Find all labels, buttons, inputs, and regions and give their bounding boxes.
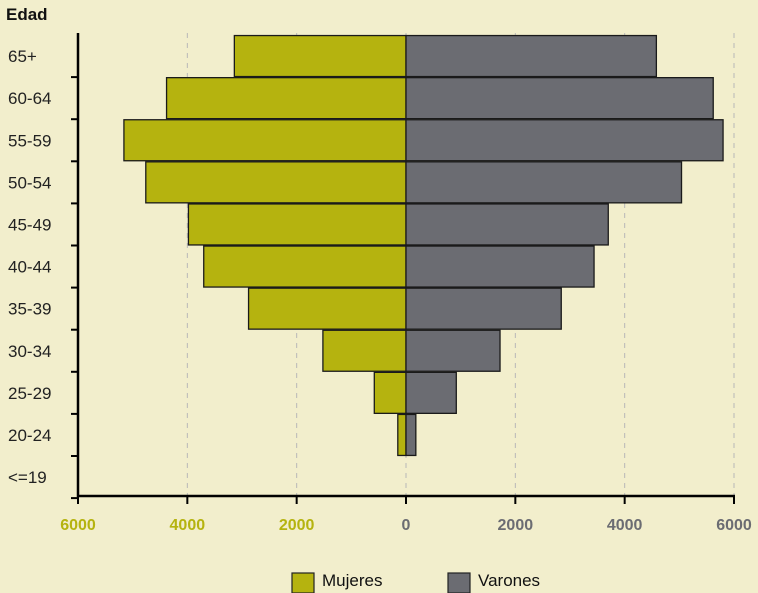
bar-mujeres-25-29: [374, 372, 406, 413]
bar-mujeres-60-64: [167, 78, 406, 119]
legend: Mujeres Varones: [292, 571, 540, 593]
bar-mujeres-50-54: [146, 162, 406, 203]
legend-swatch-mujeres: [292, 573, 314, 593]
y-tick-label: 45-49: [8, 215, 51, 234]
y-tick-label: 25-29: [8, 384, 51, 403]
x-tick-label: 4000: [607, 517, 643, 534]
x-tick-labels: 6000 4000 2000 0 2000 4000 6000: [60, 517, 752, 534]
y-tick-label: 30-34: [8, 342, 51, 361]
bar-varones-50-54: [406, 162, 682, 203]
bar-mujeres-20-24: [398, 414, 406, 455]
bar-mujeres-40-44: [204, 246, 406, 287]
bar-mujeres-65+: [234, 36, 406, 77]
x-tick-label: 2000: [279, 517, 315, 534]
x-tick-label: 6000: [716, 517, 752, 534]
legend-label-mujeres: Mujeres: [322, 571, 382, 590]
y-tick-label: 65+: [8, 47, 37, 66]
bar-mujeres-35-39: [249, 288, 406, 329]
x-tick-label: 0: [402, 517, 411, 534]
y-tick-label: 40-44: [8, 258, 51, 277]
bar-varones-35-39: [406, 288, 561, 329]
bar-varones-60-64: [406, 78, 713, 119]
x-tick-label: 2000: [498, 517, 534, 534]
bar-varones-40-44: [406, 246, 594, 287]
bar-varones-25-29: [406, 372, 456, 413]
legend-item-mujeres: Mujeres: [292, 571, 382, 593]
bar-mujeres-55-59: [124, 120, 406, 161]
y-tick-label: 55-59: [8, 131, 51, 150]
y-tick-label: 60-64: [8, 89, 51, 108]
y-tick-labels: <=19 20-24 25-29 30-34 35-39 40-44 45-49 50-54 5…: [8, 47, 51, 487]
bar-varones-20-24: [406, 414, 416, 455]
y-tick-label: 50-54: [8, 173, 51, 192]
y-axis-label: Edad: [6, 5, 48, 24]
bars: [124, 36, 723, 456]
y-tick-label: <=19: [8, 468, 47, 487]
bar-mujeres-45-49: [188, 204, 406, 245]
legend-label-varones: Varones: [478, 571, 540, 590]
bar-varones-45-49: [406, 204, 608, 245]
legend-swatch-varones: [448, 573, 470, 593]
x-tick-label: 6000: [60, 517, 96, 534]
bar-mujeres-30-34: [323, 330, 406, 371]
bar-varones-65+: [406, 36, 656, 77]
bar-varones-30-34: [406, 330, 500, 371]
y-tick-label: 20-24: [8, 426, 51, 445]
bar-varones-55-59: [406, 120, 723, 161]
legend-item-varones: Varones: [448, 571, 540, 593]
y-tick-label: 35-39: [8, 300, 51, 319]
x-tick-label: 4000: [170, 517, 206, 534]
